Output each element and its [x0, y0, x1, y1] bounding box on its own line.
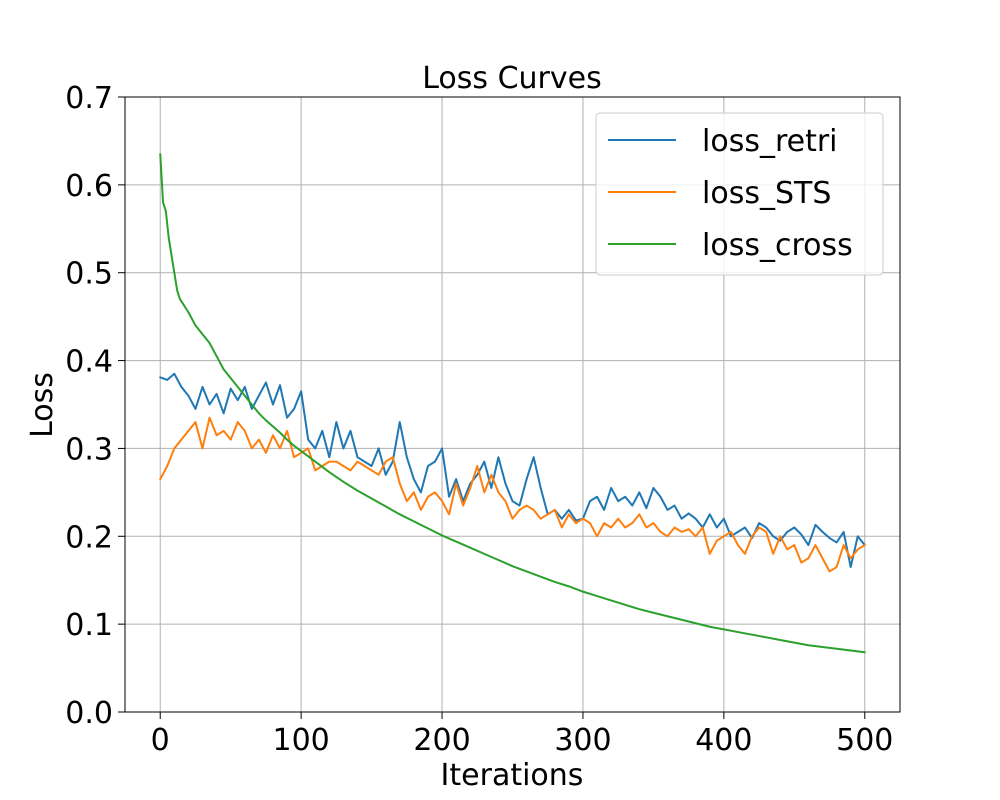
axes: 0 100 200 300 400 500 0.0 0.1 0.2 0.3 0.4 0.5 0.6 0.7 [65, 81, 901, 758]
y-tick-label-7: 0.7 [65, 81, 113, 116]
series-line-loss-cross [159, 153, 866, 654]
y-tick-label-0: 0.0 [65, 696, 113, 731]
y-tick-label-2: 0.2 [65, 520, 113, 555]
legend-box [595, 112, 884, 276]
y-tick-label-4: 0.4 [65, 345, 113, 380]
y-tick-label-3: 0.3 [65, 432, 113, 467]
chart-title: Loss Curves [422, 61, 601, 96]
y-tick-label-1: 0.1 [65, 608, 113, 643]
series-lines [159, 153, 866, 654]
y-tick-label-5: 0.5 [65, 257, 113, 292]
legend-label-loss-STS: loss_STS [702, 176, 831, 211]
y-tick-label-6: 0.6 [65, 169, 113, 204]
x-tick-label-1: 100 [273, 723, 330, 758]
y-axis-label: Loss [25, 372, 60, 438]
plot-frame [124, 96, 901, 713]
legend-label-loss-retri: loss_retri [702, 124, 838, 159]
x-tick-label-5: 500 [836, 723, 893, 758]
x-tick-label-2: 200 [413, 723, 470, 758]
legend: loss_retri loss_STS loss_cross [595, 112, 884, 276]
x-tick-label-4: 400 [695, 723, 752, 758]
legend-label-loss-cross: loss_cross [702, 228, 853, 263]
x-tick-label-3: 300 [554, 723, 611, 758]
series-line-loss-retri [159, 372, 866, 569]
x-axis-label: Iterations [441, 758, 584, 793]
x-tick-label-0: 0 [151, 723, 170, 758]
series-line-loss-STS [159, 416, 866, 573]
